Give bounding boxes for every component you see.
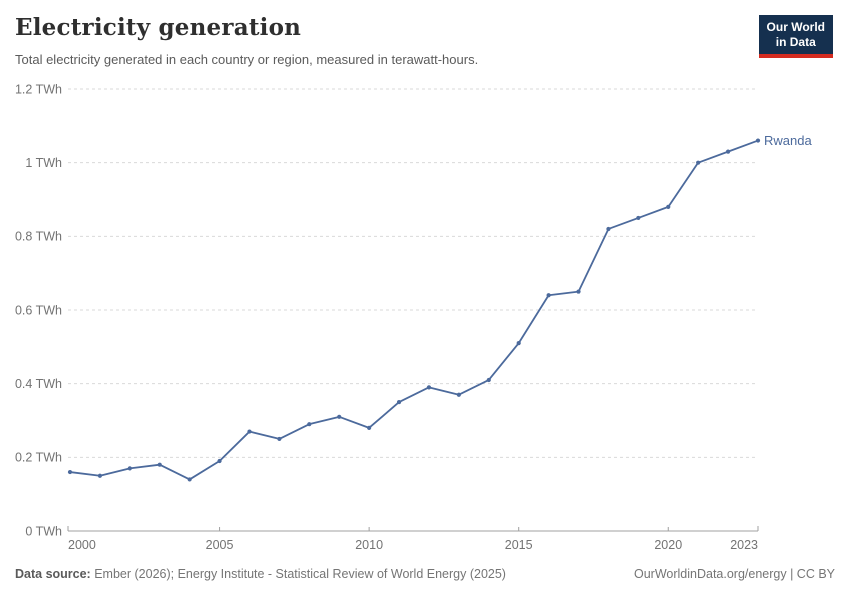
data-point[interactable] (367, 425, 372, 430)
series-end-label[interactable]: Rwanda (764, 133, 812, 148)
data-point[interactable] (67, 469, 73, 475)
x-tick-label: 2000 (68, 538, 96, 552)
y-tick-label: 0.6 TWh (15, 303, 62, 317)
data-point[interactable] (456, 392, 461, 397)
y-tick-label: 1 TWh (25, 156, 62, 170)
data-point[interactable] (576, 289, 581, 294)
data-point[interactable] (396, 399, 402, 405)
data-point[interactable] (217, 458, 222, 464)
data-point[interactable] (97, 473, 103, 478)
data-source-text: Ember (2026); Energy Institute - Statist… (94, 567, 506, 581)
data-point[interactable] (277, 436, 282, 442)
x-tick-label: 2005 (206, 538, 234, 552)
y-tick-label: 0.8 TWh (15, 230, 62, 244)
data-point[interactable] (606, 226, 611, 232)
data-point[interactable] (127, 466, 132, 471)
data-point[interactable] (725, 149, 731, 154)
data-point[interactable] (187, 477, 192, 482)
chart-footer: Data source: Ember (2026); Energy Instit… (15, 567, 835, 581)
y-tick-label: 0.4 TWh (15, 377, 62, 391)
footer-attribution[interactable]: OurWorldinData.org/energy | CC BY (633, 567, 835, 581)
x-tick-label: 2020 (654, 538, 682, 552)
data-point[interactable] (426, 385, 432, 390)
data-point[interactable] (337, 414, 342, 419)
data-point[interactable] (636, 215, 641, 221)
data-point[interactable] (755, 138, 761, 143)
data-point[interactable] (247, 429, 252, 434)
data-point[interactable] (696, 160, 701, 165)
y-tick-label: 1.2 TWh (15, 82, 62, 96)
page-title: Electricity generation (15, 14, 302, 41)
chart-subtitle: Total electricity generated in each coun… (15, 52, 479, 67)
data-source-label: Data source: (15, 567, 91, 581)
data-point[interactable] (516, 341, 521, 346)
data-point[interactable] (546, 293, 551, 298)
owid-logo[interactable]: Our World in Data (758, 15, 833, 58)
data-point[interactable] (666, 204, 671, 209)
data-source-note: Data source: Ember (2026); Energy Instit… (15, 567, 506, 581)
data-point[interactable] (157, 462, 162, 467)
x-tick-label: 2023 (730, 538, 758, 552)
x-tick-label: 2015 (505, 538, 533, 552)
y-tick-label: 0 TWh (25, 524, 62, 538)
data-line[interactable] (69, 139, 759, 481)
owid-logo-line1: Our World (766, 20, 825, 34)
x-tick-label: 2010 (355, 538, 383, 552)
y-tick-label: 0.2 TWh (15, 451, 62, 465)
owid-logo-line2: in Data (775, 35, 816, 49)
data-point[interactable] (486, 377, 491, 383)
data-point[interactable] (307, 422, 312, 427)
